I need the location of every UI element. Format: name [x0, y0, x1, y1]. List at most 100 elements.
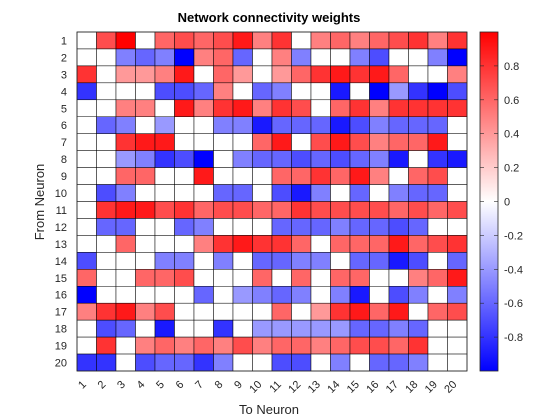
colorbar-tick-label: -0.6 [504, 298, 523, 310]
heatmap-cell [96, 269, 117, 287]
y-tick-label: 11 [56, 205, 67, 217]
heatmap-cell [252, 48, 273, 67]
colorbar-tick-label: 0.8 [504, 61, 519, 73]
heatmap-cell [291, 319, 312, 338]
colorbar-tick-label: 0.6 [504, 95, 519, 107]
heatmap-cell [174, 336, 195, 355]
x-tick-label: 14 [325, 379, 342, 396]
heatmap-cell [174, 319, 195, 338]
heatmap-cell [213, 167, 234, 185]
heatmap-cell [291, 116, 312, 134]
heatmap-cell [252, 252, 273, 270]
chart-title: Network connectivity weights [178, 10, 361, 25]
heatmap-cell [115, 353, 136, 372]
heatmap-cell [135, 286, 156, 304]
heatmap-cell [271, 201, 292, 219]
heatmap-cell [427, 167, 448, 185]
heatmap-cell [330, 82, 351, 101]
heatmap-cell [193, 286, 214, 304]
heatmap-cell [76, 116, 97, 134]
heatmap-cell [388, 252, 409, 270]
heatmap-cell [447, 116, 468, 134]
heatmap-cell [115, 184, 136, 202]
heatmap-cell [271, 269, 292, 287]
heatmap-cell [232, 82, 253, 101]
heatmap-cell [96, 99, 117, 118]
heatmap-cell [310, 218, 331, 236]
heatmap-cell [271, 336, 292, 355]
heatmap-cell [427, 286, 448, 304]
heatmap-cell [388, 167, 409, 185]
heatmap-cell [388, 201, 409, 219]
heatmap-cell [349, 116, 370, 134]
heatmap-cell [252, 133, 273, 151]
x-tick-label: 5 [154, 379, 167, 392]
heatmap-cell [388, 319, 409, 338]
heatmap-cell [213, 201, 234, 219]
heatmap-cell [291, 150, 312, 168]
heatmap-cell [271, 116, 292, 134]
heatmap-cell [369, 252, 390, 270]
heatmap-cell [408, 82, 429, 101]
y-tick-label: 13 [55, 239, 67, 251]
heatmap-cell [135, 65, 156, 84]
heatmap-cell [271, 150, 292, 168]
heatmap-cell [213, 235, 234, 253]
heatmap-cell [193, 184, 214, 202]
heatmap-cell [174, 82, 195, 101]
heatmap-cell [447, 286, 468, 304]
heatmap-cell [252, 82, 273, 101]
heatmap-cell [76, 65, 97, 84]
heatmap-cell [447, 302, 468, 321]
heatmap-cell [213, 65, 234, 84]
heatmap-cell [310, 133, 331, 151]
heatmap-cell [115, 302, 136, 321]
heatmap-cell [96, 150, 117, 168]
heatmap-cell [115, 319, 136, 338]
heatmap-cell [427, 269, 448, 287]
heatmap-cell [330, 286, 351, 304]
heatmap-cell [96, 116, 117, 134]
heatmap-cell [154, 184, 175, 202]
y-tick-label: 17 [55, 307, 67, 319]
heatmap-cell [369, 82, 390, 101]
heatmap-cell [427, 99, 448, 118]
heatmap-cell [174, 252, 195, 270]
heatmap-cell [408, 252, 429, 270]
heatmap-cell [252, 99, 273, 118]
heatmap-cell [193, 319, 214, 338]
heatmap-cell [369, 319, 390, 338]
heatmap-cell [115, 48, 136, 67]
y-tick-label: 19 [55, 341, 67, 353]
heatmap-cell [408, 167, 429, 185]
heatmap-cell [193, 150, 214, 168]
heatmap-cell [310, 31, 331, 50]
heatmap-cell [154, 235, 175, 253]
heatmap-cell [252, 116, 273, 134]
heatmap-cell [388, 269, 409, 287]
x-tick-label: 2 [96, 379, 109, 392]
y-tick-label: 10 [55, 188, 67, 200]
heatmap-cell [174, 269, 195, 287]
heatmap-cell [388, 353, 409, 372]
heatmap-cell [271, 218, 292, 236]
heatmap-cell [349, 184, 370, 202]
heatmap-cell [96, 167, 117, 185]
heatmap-cell [154, 286, 175, 304]
heatmap-cell [135, 252, 156, 270]
heatmap-cell [291, 302, 312, 321]
heatmap-cell [330, 269, 351, 287]
heatmap-cell [330, 99, 351, 118]
heatmap-cell [115, 252, 136, 270]
heatmap-cell [369, 65, 390, 84]
heatmap-cell [76, 48, 97, 67]
x-tick-label: 3 [115, 379, 128, 392]
heatmap-cell [232, 150, 253, 168]
plot-frame [76, 31, 468, 372]
heatmap-cell [76, 82, 97, 101]
heatmap-cell [213, 31, 234, 50]
heatmap-cell [174, 133, 195, 151]
heatmap-cell [388, 82, 409, 101]
y-tick-label: 6 [61, 120, 67, 132]
